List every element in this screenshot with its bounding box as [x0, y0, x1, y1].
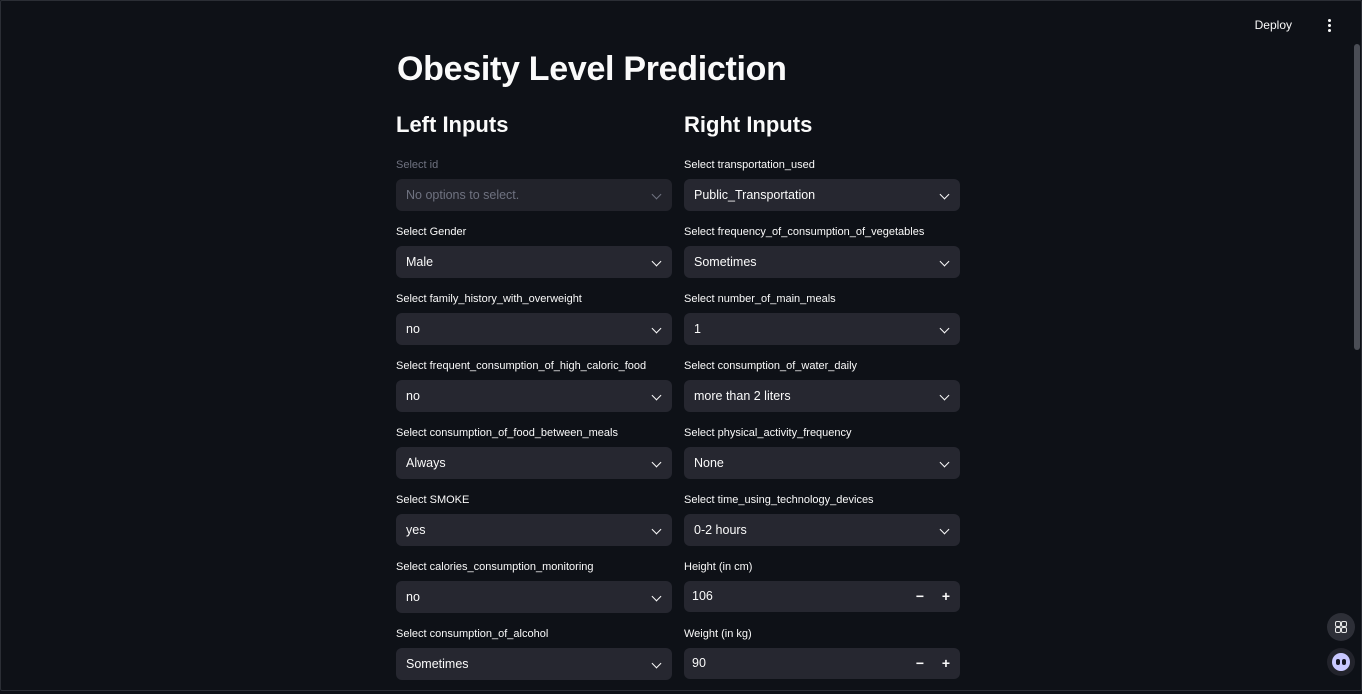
chevron-down-icon — [939, 189, 950, 200]
vegetables-select[interactable]: Sometimes — [684, 246, 960, 278]
height-number-input[interactable]: 106 − + — [684, 581, 960, 612]
right-inputs-column: Right Inputs Select transportation_used … — [684, 112, 960, 694]
page-title: Obesity Level Prediction — [397, 50, 787, 88]
calories-monitoring-select-value: no — [406, 590, 420, 604]
family-history-select-value: no — [406, 322, 420, 336]
main-meals-select[interactable]: 1 — [684, 313, 960, 345]
alcohol-label: Select consumption_of_alcohol — [396, 628, 549, 640]
technology-devices-field: Select time_using_technology_devices 0-2… — [684, 493, 960, 560]
vertical-dots-icon[interactable] — [1322, 19, 1336, 35]
high-caloric-food-label: Select frequent_consumption_of_high_calo… — [396, 360, 647, 372]
vegetables-label: Select frequency_of_consumption_of_veget… — [684, 226, 925, 238]
floating-grid-button[interactable] — [1327, 613, 1355, 641]
high-caloric-food-select-value: no — [406, 389, 420, 403]
left-inputs-heading: Left Inputs — [396, 112, 509, 137]
physical-activity-field: Select physical_activity_frequency None — [684, 426, 960, 493]
calories-monitoring-label: Select calories_consumption_monitoring — [396, 561, 594, 573]
weight-value[interactable]: 90 — [692, 656, 706, 670]
smoke-label: Select SMOKE — [396, 494, 470, 506]
alcohol-select[interactable]: Sometimes — [396, 648, 672, 680]
right-inputs-heading: Right Inputs — [684, 112, 813, 137]
app-header: Deploy — [1162, 0, 1362, 54]
height-label: Height (in cm) — [684, 561, 753, 573]
smoke-select[interactable]: yes — [396, 514, 672, 546]
weight-label: Weight (in kg) — [684, 628, 752, 640]
food-between-meals-field: Select consumption_of_food_between_meals… — [396, 426, 672, 493]
water-daily-select[interactable]: more than 2 liters — [684, 380, 960, 412]
high-caloric-food-field: Select frequent_consumption_of_high_calo… — [396, 359, 672, 426]
food-between-meals-select[interactable]: Always — [396, 447, 672, 479]
water-daily-select-value: more than 2 liters — [694, 389, 791, 403]
chevron-down-icon — [651, 457, 662, 468]
chevron-down-icon — [651, 256, 662, 267]
transportation-field: Select transportation_used Public_Transp… — [684, 158, 960, 225]
chevron-down-icon — [939, 390, 950, 401]
chevron-down-icon — [939, 323, 950, 334]
gender-field: Select Gender Male — [396, 225, 672, 292]
alcohol-field: Select consumption_of_alcohol Sometimes — [396, 627, 672, 694]
chevron-down-icon — [939, 457, 950, 468]
height-value[interactable]: 106 — [692, 589, 713, 603]
family-history-select[interactable]: no — [396, 313, 672, 345]
calories-monitoring-field: Select calories_consumption_monitoring n… — [396, 560, 672, 627]
physical-activity-label: Select physical_activity_frequency — [684, 427, 852, 439]
chevron-down-icon — [939, 524, 950, 535]
physical-activity-select-value: None — [694, 456, 724, 470]
weight-decrement-button[interactable]: − — [915, 655, 925, 671]
deploy-button[interactable]: Deploy — [1254, 18, 1292, 32]
vegetables-field: Select frequency_of_consumption_of_veget… — [684, 225, 960, 292]
height-field: Height (in cm) 106 − + — [684, 560, 960, 627]
weight-increment-button[interactable]: + — [941, 655, 951, 671]
technology-devices-label: Select time_using_technology_devices — [684, 494, 874, 506]
assistant-bot-icon — [1332, 653, 1350, 671]
family-history-field: Select family_history_with_overweight no — [396, 292, 672, 359]
chevron-down-icon — [939, 256, 950, 267]
smoke-select-value: yes — [406, 523, 426, 537]
family-history-label: Select family_history_with_overweight — [396, 293, 582, 305]
id-field: Select id No options to select. — [396, 158, 672, 225]
height-increment-button[interactable]: + — [941, 588, 951, 604]
food-between-meals-label: Select consumption_of_food_between_meals — [396, 427, 618, 439]
gender-select-value: Male — [406, 255, 434, 269]
physical-activity-select[interactable]: None — [684, 447, 960, 479]
chevron-down-icon — [651, 390, 662, 401]
technology-devices-select[interactable]: 0-2 hours — [684, 514, 960, 546]
main-meals-label: Select number_of_main_meals — [684, 293, 836, 305]
transportation-select-value: Public_Transportation — [694, 188, 816, 202]
scrollbar[interactable] — [1354, 44, 1360, 350]
alcohol-select-value: Sometimes — [406, 657, 469, 671]
main-meals-field: Select number_of_main_meals 1 — [684, 292, 960, 359]
left-inputs-column: Left Inputs Select id No options to sele… — [396, 112, 672, 694]
weight-field: Weight (in kg) 90 − + — [684, 627, 960, 694]
gender-select[interactable]: Male — [396, 246, 672, 278]
id-select: No options to select. — [396, 179, 672, 211]
chevron-down-icon — [651, 189, 662, 200]
water-daily-field: Select consumption_of_water_daily more t… — [684, 359, 960, 426]
chevron-down-icon — [651, 658, 662, 669]
technology-devices-select-value: 0-2 hours — [694, 523, 747, 537]
id-label: Select id — [396, 159, 439, 171]
smoke-field: Select SMOKE yes — [396, 493, 672, 560]
transportation-label: Select transportation_used — [684, 159, 815, 171]
gender-label: Select Gender — [396, 226, 467, 238]
transportation-select[interactable]: Public_Transportation — [684, 179, 960, 211]
vegetables-select-value: Sometimes — [694, 255, 757, 269]
main-meals-select-value: 1 — [694, 322, 701, 336]
water-daily-label: Select consumption_of_water_daily — [684, 360, 858, 372]
chevron-down-icon — [651, 524, 662, 535]
high-caloric-food-select[interactable]: no — [396, 380, 672, 412]
weight-number-input[interactable]: 90 − + — [684, 648, 960, 679]
grid-icon — [1335, 621, 1347, 633]
food-between-meals-select-value: Always — [406, 456, 446, 470]
chevron-down-icon — [651, 323, 662, 334]
height-decrement-button[interactable]: − — [915, 588, 925, 604]
floating-assistant-button[interactable] — [1327, 648, 1355, 676]
calories-monitoring-select[interactable]: no — [396, 581, 672, 613]
id-select-value: No options to select. — [406, 188, 520, 202]
chevron-down-icon — [651, 591, 662, 602]
